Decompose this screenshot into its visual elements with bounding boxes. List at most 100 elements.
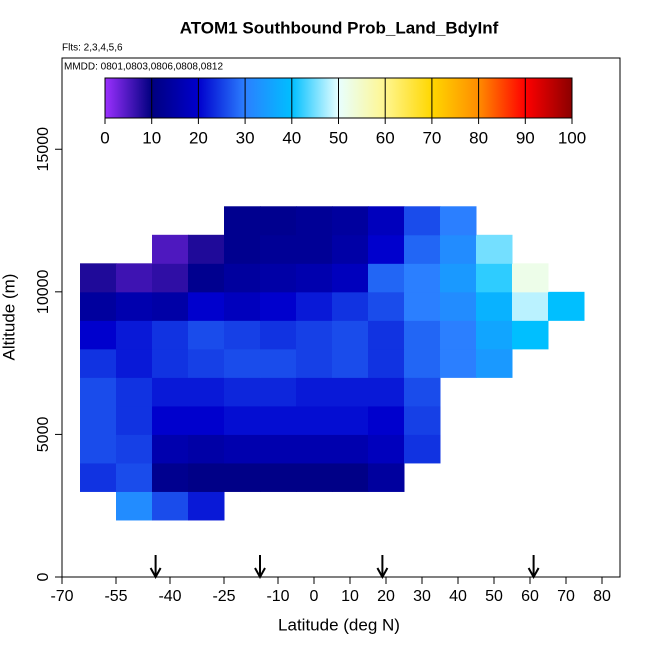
x-tick-label: -25 xyxy=(212,588,235,605)
heatmap-cell xyxy=(440,234,477,264)
heatmap-cell xyxy=(80,377,117,407)
heatmap-cell xyxy=(152,462,189,492)
heatmap-cell xyxy=(476,234,513,264)
heatmap-cell xyxy=(296,234,333,264)
heatmap-cell xyxy=(152,320,189,350)
heatmap-cell xyxy=(404,348,441,378)
heatmap-cell xyxy=(260,405,297,435)
heatmap-cell xyxy=(404,434,441,464)
heatmap-cell xyxy=(512,263,549,293)
x-tick-label: 70 xyxy=(557,588,575,605)
heatmap-cell xyxy=(260,348,297,378)
heatmap-cell xyxy=(188,405,225,435)
heatmap-cell xyxy=(332,206,369,236)
heatmap-cell xyxy=(260,320,297,350)
x-axis-label: Latitude (deg N) xyxy=(278,615,400,634)
heatmap-cell xyxy=(116,405,153,435)
heatmap-cell xyxy=(404,206,441,236)
x-tick-label: 20 xyxy=(377,588,395,605)
heatmap-cell xyxy=(296,320,333,350)
heatmap-cell xyxy=(512,291,549,321)
heatmap-cell xyxy=(476,291,513,321)
heatmap-cell xyxy=(152,377,189,407)
y-tick-label: 0 xyxy=(35,572,52,581)
colorbar-tick-label: 80 xyxy=(469,128,488,147)
x-tick-label: 80 xyxy=(593,588,611,605)
colorbar-tick-label: 70 xyxy=(422,128,441,147)
heatmap-cell xyxy=(296,206,333,236)
heatmap-cell xyxy=(188,234,225,264)
heatmap-cell xyxy=(152,291,189,321)
y-tick-label: 15000 xyxy=(35,127,52,172)
heatmap-cell xyxy=(152,234,189,264)
arrow-head xyxy=(527,567,540,580)
heatmap-cell xyxy=(332,405,369,435)
heatmap-cell xyxy=(368,462,405,492)
heatmap-cell xyxy=(332,234,369,264)
flight-arrow xyxy=(149,555,162,580)
heatmap-cell xyxy=(116,263,153,293)
subtitle: Flts: 2,3,4,5,6 xyxy=(62,43,123,54)
heatmap-cell xyxy=(116,434,153,464)
heatmap-cell xyxy=(188,434,225,464)
heatmap-cell xyxy=(296,434,333,464)
colorbar-tick-label: 10 xyxy=(142,128,161,147)
colorbar-tick-label: 90 xyxy=(516,128,535,147)
heatmap-cell xyxy=(296,291,333,321)
heatmap-cell xyxy=(80,263,117,293)
heatmap-cell xyxy=(440,291,477,321)
heatmap-cell xyxy=(404,405,441,435)
heatmap-cell xyxy=(368,291,405,321)
colorbar-tick-label: 30 xyxy=(236,128,255,147)
heatmap-cell xyxy=(368,320,405,350)
x-tick-label: 60 xyxy=(521,588,539,605)
flight-arrow xyxy=(527,555,540,580)
heatmap-cell xyxy=(440,348,477,378)
heatmap-cell xyxy=(368,234,405,264)
heatmap-cell xyxy=(260,434,297,464)
heatmap-cell xyxy=(332,348,369,378)
heatmap-cell xyxy=(260,377,297,407)
x-tick-label: 40 xyxy=(449,588,467,605)
heatmap-cell xyxy=(116,320,153,350)
heatmap-cell xyxy=(188,263,225,293)
colorbar-tick-label: 50 xyxy=(329,128,348,147)
heatmap-cell xyxy=(404,263,441,293)
heatmap-cell xyxy=(404,320,441,350)
y-axis-label: Altitude (m) xyxy=(0,274,18,361)
x-tick-label: -70 xyxy=(50,588,73,605)
colorbar-tick-label: 60 xyxy=(376,128,395,147)
heatmap-cell xyxy=(332,377,369,407)
heatmap-cell xyxy=(440,263,477,293)
heatmap-cell xyxy=(116,291,153,321)
x-tick-label: -40 xyxy=(158,588,181,605)
heatmap-cell xyxy=(260,462,297,492)
heatmap-cell xyxy=(296,462,333,492)
heatmap-cell xyxy=(332,263,369,293)
heatmap-cell xyxy=(224,462,261,492)
heatmap-cell xyxy=(404,234,441,264)
heatmap-cell xyxy=(404,291,441,321)
heatmap-cell xyxy=(512,320,549,350)
heatmap-cell xyxy=(476,320,513,350)
heatmap-cell xyxy=(296,377,333,407)
heatmap-cell xyxy=(116,462,153,492)
heatmap-cell xyxy=(224,377,261,407)
heatmap-cell xyxy=(152,263,189,293)
heatmap-cell xyxy=(476,263,513,293)
colorbar-tick-label: 100 xyxy=(558,128,586,147)
x-tick-label: 0 xyxy=(310,588,319,605)
x-tick-label: -10 xyxy=(266,588,289,605)
flight-arrow xyxy=(376,555,389,580)
heatmap-cell xyxy=(80,291,117,321)
heatmap-cell xyxy=(368,377,405,407)
heatmap-cell xyxy=(152,434,189,464)
heatmap-cell xyxy=(80,462,117,492)
colorbar-tick-label: 40 xyxy=(282,128,301,147)
heatmap-cell xyxy=(368,348,405,378)
heatmap-cell xyxy=(332,320,369,350)
heatmap-cell xyxy=(224,405,261,435)
heatmap-cell xyxy=(224,263,261,293)
colorbar-tick-label: 0 xyxy=(100,128,109,147)
plot-frame xyxy=(61,57,621,578)
